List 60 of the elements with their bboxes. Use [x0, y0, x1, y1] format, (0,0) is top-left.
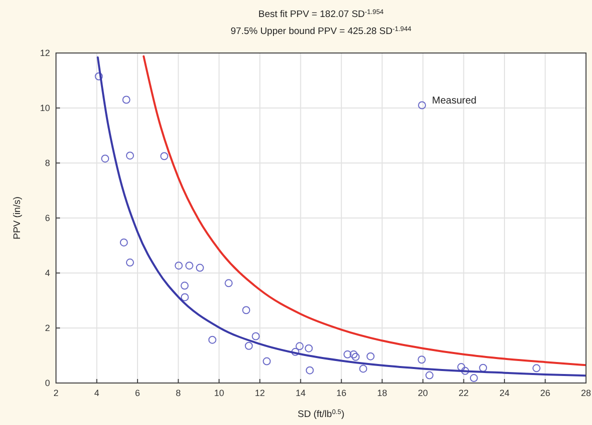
y-tick-label: 0	[44, 378, 50, 388]
point	[180, 293, 189, 302]
legend-label: Measured	[432, 95, 476, 106]
chart-subtitle: 97.5% Upper bound PPV = 425.28 SD$^{-1.944}$	[230, 26, 412, 37]
x-tick-label: 16	[336, 388, 346, 398]
point	[126, 258, 134, 267]
y-tick-label: 2	[44, 323, 50, 333]
x-tick-label: 4	[94, 388, 100, 398]
x-tick-label: 24	[499, 388, 510, 398]
point	[101, 154, 110, 163]
point	[242, 306, 250, 314]
chart-title: Best fit PPV = 182.07 SD$^{-1.954}$	[258, 8, 384, 20]
point	[352, 352, 360, 361]
x-axis-title: SD (ft/lb$^{0.5}$)	[298, 408, 344, 420]
y-axis-title: PPV (in/s)	[12, 196, 23, 240]
point	[532, 364, 540, 372]
x-tick-label: 26	[540, 388, 550, 398]
point	[470, 374, 478, 382]
point	[185, 262, 194, 270]
x-tick-label: 28	[580, 388, 592, 398]
point	[208, 336, 216, 344]
y-tick-label: 12	[40, 48, 50, 58]
point	[344, 350, 352, 358]
point	[122, 96, 130, 104]
point	[291, 348, 300, 356]
point	[160, 152, 168, 160]
point	[359, 364, 368, 373]
point	[306, 366, 314, 374]
x-tick-label: 6	[135, 388, 140, 398]
point	[196, 264, 204, 272]
point	[94, 72, 103, 80]
point	[461, 366, 470, 375]
point	[350, 350, 358, 358]
point	[366, 352, 375, 360]
x-tick-label: 12	[254, 388, 265, 398]
point	[262, 357, 271, 366]
point	[479, 364, 488, 372]
point	[180, 282, 189, 290]
point	[252, 332, 260, 340]
point	[126, 152, 134, 160]
point	[418, 356, 426, 364]
x-tick-label: 10	[214, 388, 224, 398]
point	[224, 279, 233, 288]
y-tick-label: 8	[44, 158, 50, 168]
y-tick-label: 6	[44, 213, 50, 223]
y-tick-label: 4	[44, 268, 50, 278]
point	[425, 371, 434, 380]
point	[457, 363, 466, 372]
point	[244, 342, 253, 350]
x-tick-label: 20	[418, 388, 428, 398]
x-tick-label: 22	[458, 388, 469, 398]
x-tick-label: 18	[377, 388, 388, 398]
point	[174, 262, 183, 270]
point	[120, 238, 128, 246]
point	[296, 342, 304, 350]
y-tick-label: 10	[40, 103, 50, 113]
x-tick-label: 2	[53, 388, 59, 398]
x-tick-label: 8	[176, 388, 181, 398]
x-tick-label: 14	[296, 388, 306, 398]
point	[304, 344, 313, 352]
